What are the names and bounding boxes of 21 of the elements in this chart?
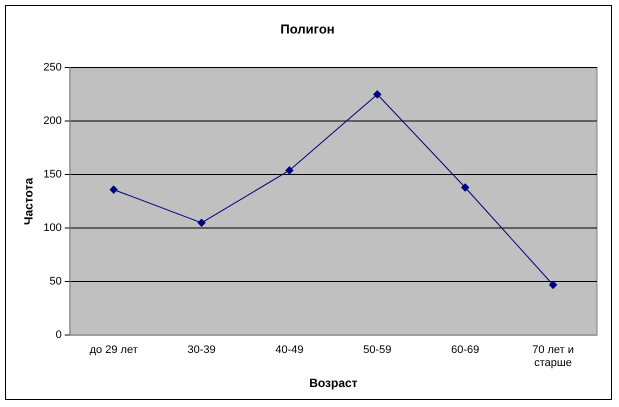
chart-title: Полигон: [280, 21, 335, 36]
x-tick-label: 30-39: [187, 344, 216, 356]
x-tick-label: 60-69: [451, 344, 480, 356]
y-tick-label: 50: [50, 276, 62, 288]
x-tick-label: до 29 лет: [90, 344, 138, 356]
y-tick-label: 150: [43, 168, 62, 181]
point: [549, 280, 558, 289]
point: [461, 183, 470, 192]
x-tick-label: 70 лет и старше: [532, 344, 574, 370]
point: [110, 186, 118, 194]
y-tick-label: 200: [43, 115, 62, 128]
x-tick-label: 50-59: [363, 344, 392, 356]
x-tick-label: 40-49: [275, 344, 304, 356]
x-axis-title: Возраст: [309, 376, 358, 390]
y-tick-label: 100: [43, 222, 62, 234]
point: [198, 218, 206, 227]
y-axis-title: Частота: [22, 178, 36, 225]
point: [373, 90, 382, 98]
point: [285, 166, 294, 174]
y-tick-label: 250: [43, 62, 62, 74]
y-tick-label: 0: [56, 329, 62, 342]
